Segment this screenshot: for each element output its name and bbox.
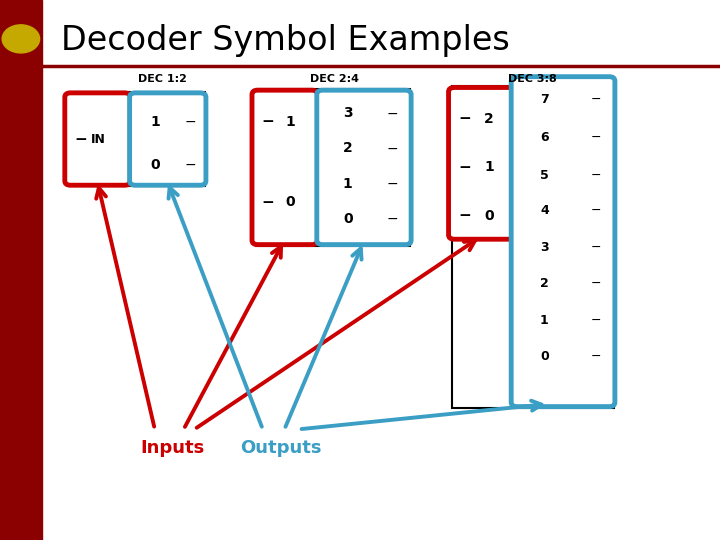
FancyBboxPatch shape [130,93,206,185]
Text: 0: 0 [150,158,161,172]
Text: 5: 5 [540,169,549,182]
Text: 4: 4 [16,518,26,532]
Text: −: − [387,106,398,120]
Text: Decoder Symbol Examples: Decoder Symbol Examples [61,24,510,57]
Text: 1: 1 [540,314,549,327]
Text: −: − [591,277,601,290]
Text: 7: 7 [540,93,549,106]
Text: −: − [458,111,471,126]
Text: −: − [387,177,398,191]
Text: 0: 0 [484,209,494,223]
Text: 0: 0 [285,195,295,210]
Text: −: − [591,350,601,363]
Text: 0: 0 [343,212,353,226]
Bar [256,89,410,246]
Text: −: − [591,241,601,254]
Text: −: − [591,169,601,182]
Text: −: − [387,212,398,226]
Text: Decoders and Encoders: Decoders and Encoders [16,201,26,339]
Text: Outputs: Outputs [240,439,322,457]
Text: −: − [591,131,601,144]
Text: 2: 2 [540,277,549,290]
Text: Inputs: Inputs [140,439,205,457]
Text: 0: 0 [540,350,549,363]
Text: −: − [185,158,197,172]
Text: −: − [185,114,197,129]
Text: −: − [261,195,274,210]
Text: 2: 2 [343,141,353,156]
Text: −: − [458,160,471,175]
Text: DEC 3:8: DEC 3:8 [508,73,557,84]
Text: −: − [591,93,601,106]
Text: 4: 4 [540,204,549,217]
Text: 6: 6 [540,131,549,144]
Text: IN: IN [91,132,105,146]
Text: W: W [14,34,27,44]
Bar [68,92,205,186]
FancyBboxPatch shape [252,90,318,245]
Text: 1: 1 [285,114,295,129]
Text: −: − [261,114,274,129]
FancyBboxPatch shape [317,90,411,245]
Text: −: − [387,141,398,156]
FancyBboxPatch shape [449,87,514,239]
Text: −: − [458,208,471,224]
Text: 1: 1 [150,114,161,129]
Text: −: − [74,132,87,146]
Text: −: − [591,314,601,327]
Text: 3: 3 [343,106,353,120]
Bar [452,86,614,408]
Text: 1: 1 [484,160,494,174]
Text: 3: 3 [540,241,549,254]
FancyBboxPatch shape [65,93,130,185]
Text: −: − [591,204,601,217]
FancyBboxPatch shape [511,77,615,407]
Text: 2: 2 [484,112,494,126]
Text: DEC 1:2: DEC 1:2 [138,73,186,84]
Text: DEC 2:4: DEC 2:4 [310,73,359,84]
Text: 1: 1 [343,177,353,191]
